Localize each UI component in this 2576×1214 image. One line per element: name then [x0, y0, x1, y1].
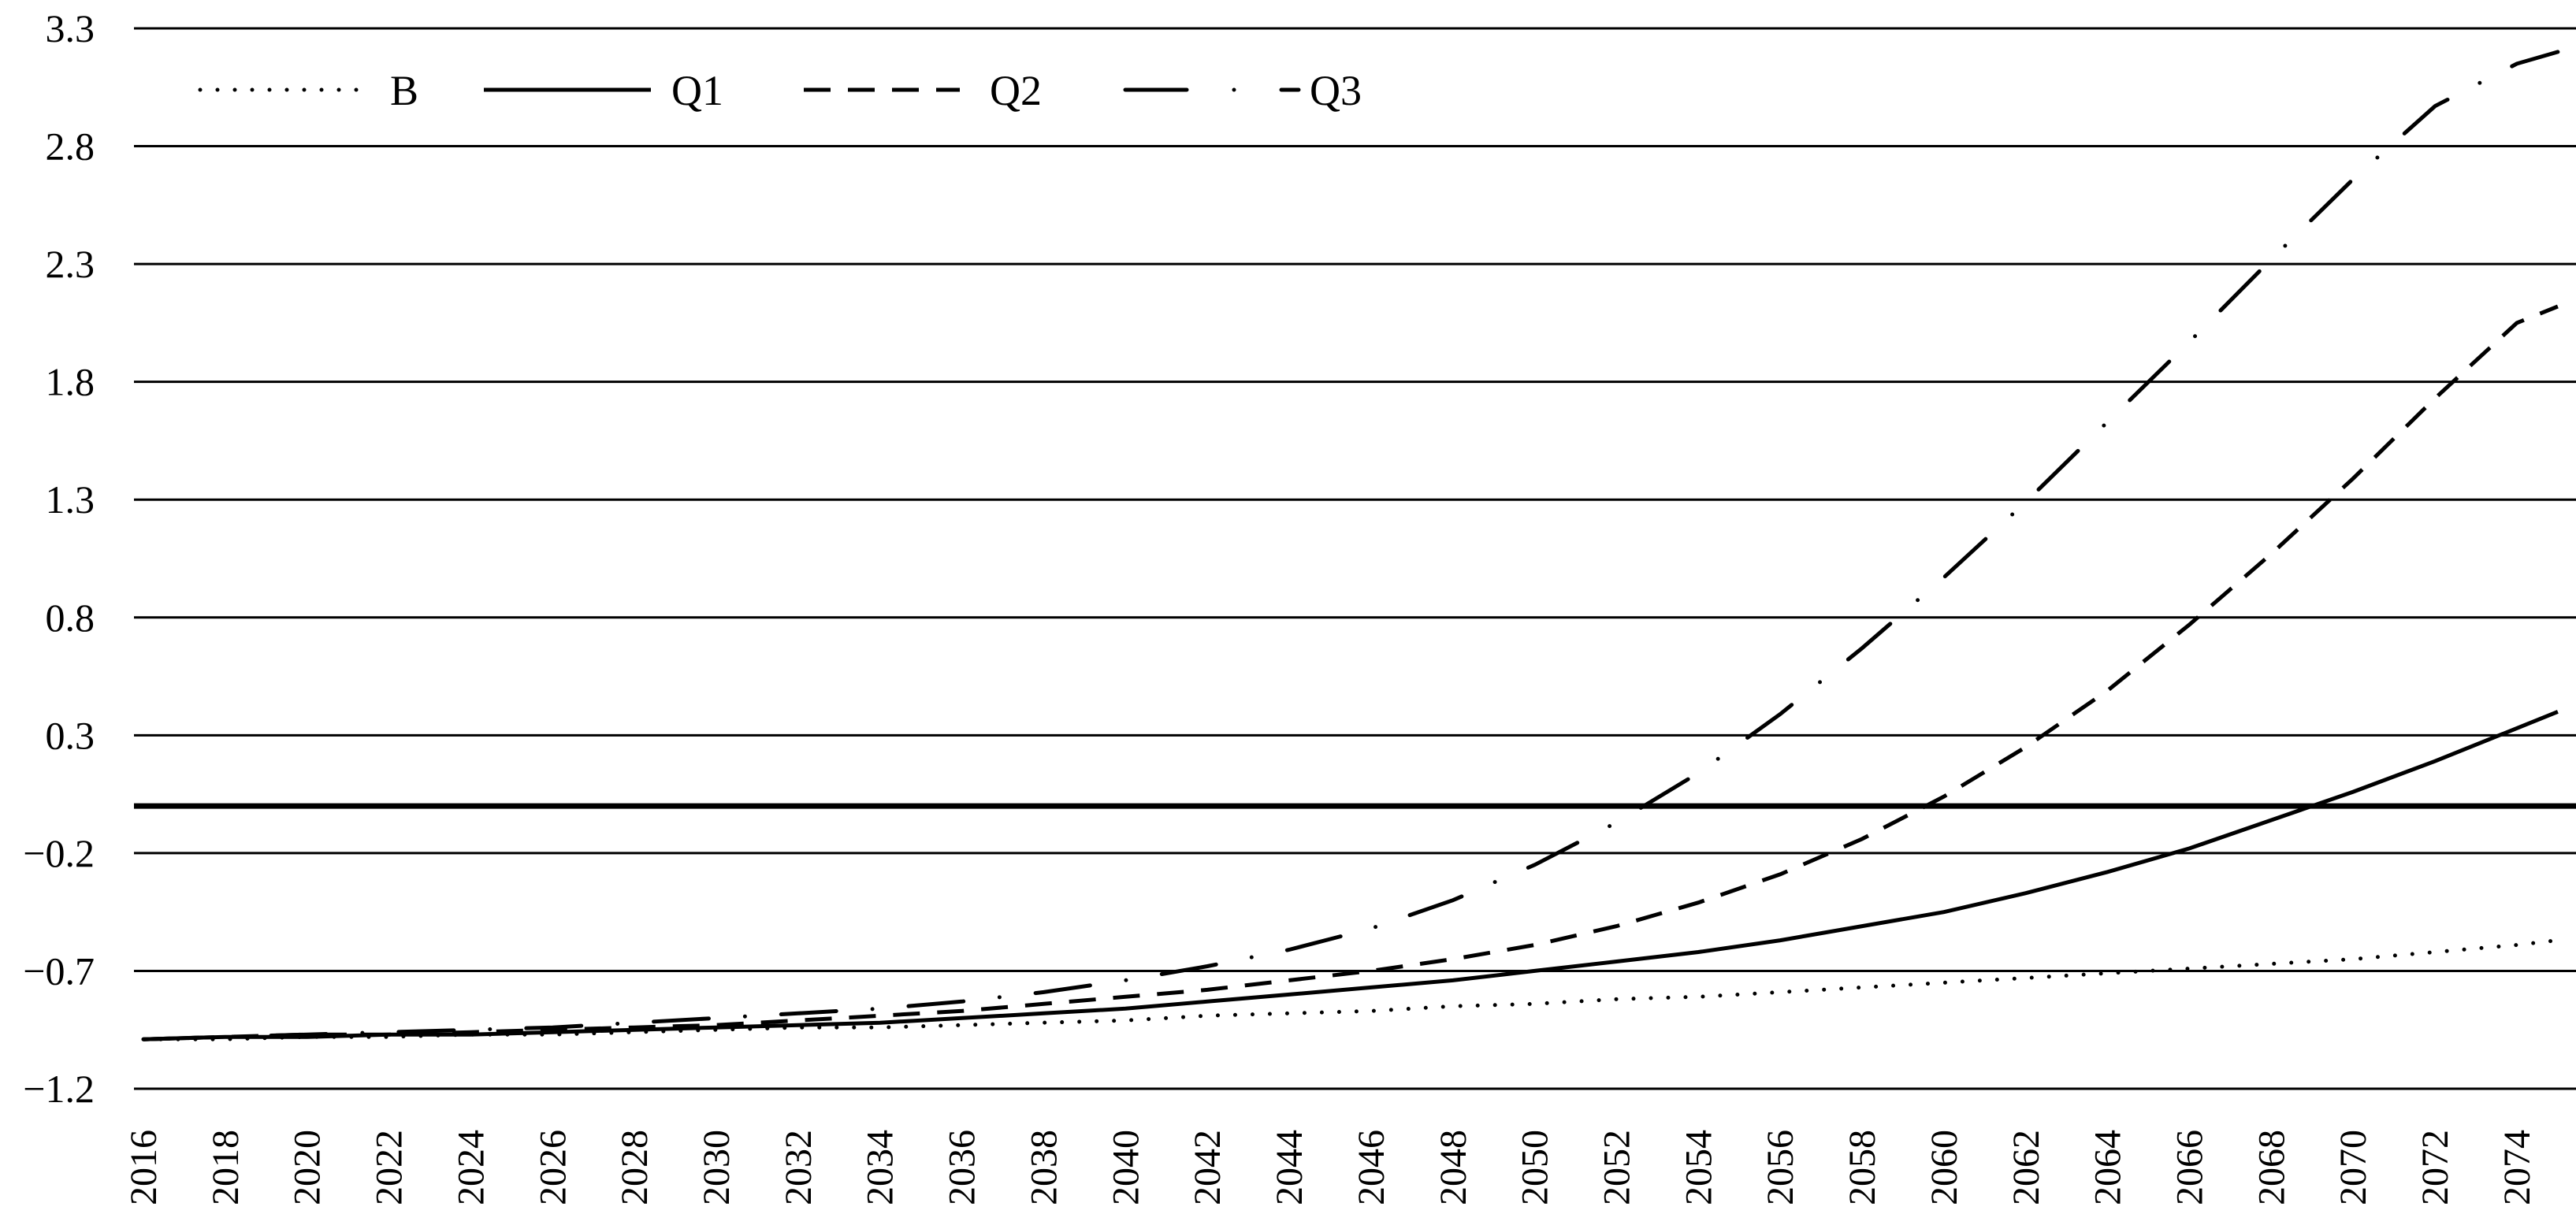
- x-tick-label: 2024: [450, 1130, 492, 1205]
- x-tick-label: 2074: [2496, 1130, 2538, 1205]
- legend-item-b: B: [198, 67, 418, 114]
- legend-item-q3: Q3: [1123, 67, 1362, 114]
- y-tick-label: 0.8: [46, 596, 95, 640]
- y-tick-label: 2.3: [46, 242, 95, 286]
- x-tick-label: 2056: [1760, 1130, 1801, 1205]
- x-tick-label: 2020: [287, 1130, 329, 1205]
- y-tick-label: −1.2: [23, 1067, 95, 1111]
- x-tick-label: 2066: [2169, 1130, 2211, 1205]
- y-tick-label: −0.7: [23, 949, 95, 993]
- legend-label: B: [390, 67, 418, 114]
- x-tick-label: 2032: [778, 1130, 820, 1205]
- legend-label: Q3: [1310, 67, 1362, 114]
- x-tick-label: 2016: [123, 1130, 165, 1205]
- x-tick-label: 2068: [2251, 1130, 2292, 1205]
- x-tick-label: 2054: [1678, 1130, 1719, 1205]
- x-tick-label: 2072: [2414, 1130, 2456, 1205]
- series-line-q3: [141, 50, 2560, 1041]
- x-tick-label: 2048: [1433, 1130, 1474, 1205]
- y-tick-label: 0.3: [46, 713, 95, 757]
- legend: B Q1 Q2 Q3: [198, 67, 1362, 114]
- x-tick-label: 2070: [2333, 1130, 2374, 1205]
- x-tick-label: 2050: [1515, 1130, 1556, 1205]
- legend-label: Q2: [990, 67, 1042, 114]
- legend-label: Q1: [671, 67, 723, 114]
- x-tick-label: 2038: [1023, 1130, 1065, 1205]
- x-tick-label: 2036: [942, 1130, 983, 1205]
- x-tick-label: 2060: [1924, 1130, 1965, 1205]
- legend-item-q1: Q1: [484, 67, 723, 114]
- x-tick-label: 2030: [696, 1130, 738, 1205]
- x-tick-label: 2028: [614, 1130, 656, 1205]
- x-tick-label: 2042: [1187, 1130, 1229, 1205]
- x-tick-label: 2052: [1596, 1130, 1637, 1205]
- y-tick-label: 1.8: [46, 360, 95, 404]
- y-tick-label: 3.3: [46, 6, 95, 50]
- x-axis-ticks: 2016 2018 2020 2022 2024 2026 2028 2030 2032 2034…: [123, 1130, 2538, 1205]
- y-axis-ticks: 3.3 2.8 2.3 1.8 1.3 0.8 0.3 −0.2 −0.7 −1.2: [23, 6, 95, 1111]
- x-tick-label: 2022: [369, 1130, 411, 1205]
- series-line-q1: [143, 710, 2559, 1041]
- x-tick-label: 2064: [2087, 1130, 2129, 1205]
- x-tick-label: 2062: [2005, 1130, 2047, 1205]
- x-tick-label: 2044: [1269, 1130, 1310, 1205]
- x-tick-label: 2034: [860, 1130, 901, 1205]
- x-tick-label: 2040: [1105, 1130, 1147, 1205]
- series-line-q2: [143, 304, 2559, 1041]
- series-lines: [141, 50, 2560, 1041]
- y-tick-label: 2.8: [46, 124, 95, 169]
- x-tick-label: 2026: [532, 1130, 574, 1205]
- legend-item-q2: Q2: [804, 67, 1042, 114]
- y-tick-label: 1.3: [46, 477, 95, 522]
- x-tick-label: 2018: [205, 1130, 247, 1205]
- gridlines: [134, 27, 2576, 1090]
- y-tick-label: −0.2: [23, 831, 95, 875]
- x-tick-label: 2046: [1351, 1130, 1392, 1205]
- x-tick-label: 2058: [1842, 1130, 1883, 1205]
